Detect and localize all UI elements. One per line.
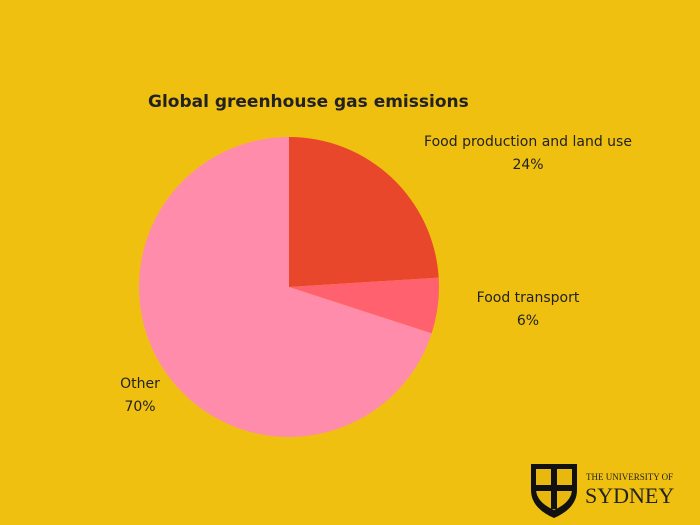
slice-label: Food production and land use (424, 134, 632, 150)
logo-text: THE UNIVERSITY OF (586, 472, 673, 482)
slice-label: Food transport (477, 290, 580, 306)
value-label: 70% (124, 399, 155, 415)
slice-label: Other (120, 376, 160, 392)
value-label: 6% (517, 313, 539, 329)
value-label: 24% (512, 157, 543, 173)
pie-slice (289, 137, 439, 287)
logo: THE UNIVERSITY OF SYDNEY (531, 464, 674, 518)
chart-title: Global greenhouse gas emissions (148, 92, 469, 112)
logo-text: SYDNEY (585, 483, 674, 508)
logo-cross (536, 485, 572, 491)
pie-slice (139, 137, 432, 437)
pie-slice (289, 277, 439, 334)
